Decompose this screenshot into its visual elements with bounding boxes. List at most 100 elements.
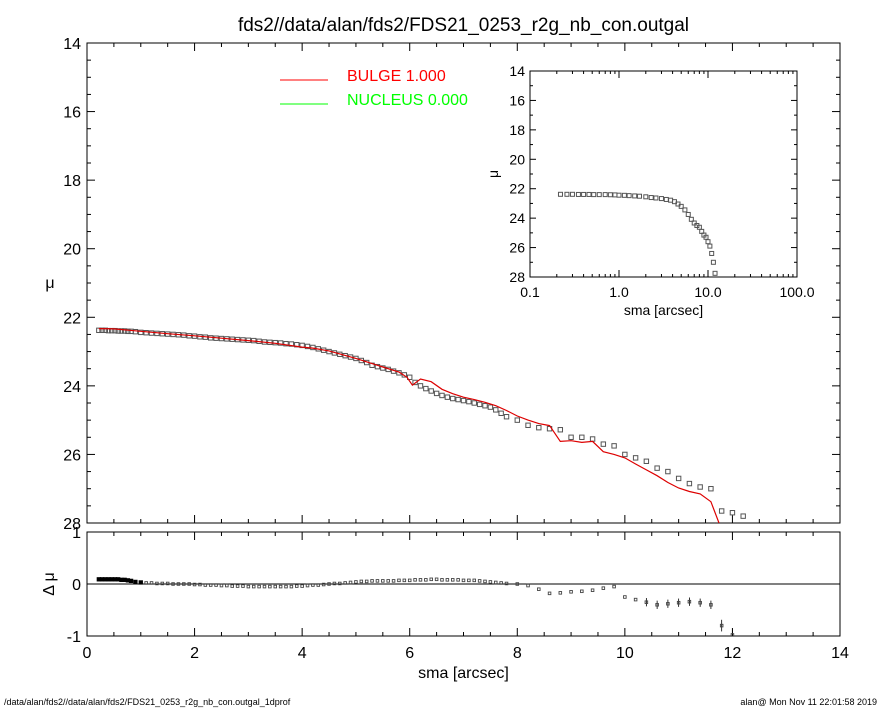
residual-data-point — [370, 579, 374, 583]
residual-data-point — [666, 602, 670, 606]
residual-data-point — [386, 579, 390, 583]
residual-data-point — [424, 578, 428, 582]
profile-data-point — [444, 394, 451, 400]
profile-data-point — [148, 330, 155, 336]
profile-data-point — [476, 401, 483, 408]
residual-data-point — [375, 579, 380, 583]
inset-data-point — [637, 193, 643, 199]
profile-data-point — [466, 398, 472, 405]
residual-data-point — [381, 579, 385, 583]
residual-data-point — [413, 578, 417, 582]
residual-data-point — [687, 599, 692, 604]
legend-label-nucleus: NUCLEUS 0.000 — [347, 92, 468, 109]
residual-data-point — [354, 580, 358, 584]
inset-data-point — [643, 194, 649, 200]
residual-data-point — [343, 581, 347, 585]
profile-data-point — [729, 510, 736, 516]
x-tick-label: 8 — [513, 645, 522, 662]
profile-data-point — [143, 330, 149, 336]
residual-data-point — [192, 582, 197, 587]
residual-data-point — [332, 581, 337, 586]
residual-data-point — [418, 578, 423, 582]
residual-data-point — [526, 583, 530, 588]
inset-data-point — [575, 191, 581, 197]
residual-data-point — [558, 591, 563, 595]
profile-data-point — [118, 328, 125, 334]
inset-y-tick-label: 22 — [509, 181, 525, 197]
residual-data-point — [429, 577, 433, 582]
profile-data-point — [536, 424, 542, 431]
inset-y-tick-label: 18 — [509, 122, 525, 138]
x-tick-label: 0 — [83, 645, 92, 662]
main-y-tick-label: 26 — [63, 447, 81, 464]
profile-data-point — [353, 355, 359, 362]
profile-data-point — [277, 340, 284, 346]
residual-data-point — [149, 581, 154, 585]
inset-data-point — [658, 196, 664, 202]
inset-y-tick-label: 24 — [509, 210, 525, 226]
profile-data-point — [557, 427, 564, 433]
residual-data-point — [246, 584, 251, 589]
x-tick-label: 12 — [724, 645, 742, 662]
inset-data-point — [648, 195, 654, 201]
residual-data-point — [730, 633, 735, 636]
residual-data-point — [488, 580, 493, 584]
profile-data-point — [675, 475, 682, 482]
x-tick-label: 10 — [616, 645, 634, 662]
profile-data-point — [304, 343, 311, 350]
residual-data-point — [262, 584, 267, 589]
residual-data-point — [241, 584, 245, 588]
footer-path: /data/alan/fds2//data/alan/fds2/FDS21_02… — [4, 697, 291, 707]
residual-data-point — [311, 583, 315, 587]
profile-data-point — [708, 486, 714, 492]
main-y-tick-label: 18 — [63, 173, 81, 190]
profile-data-point — [589, 436, 596, 442]
inset-y-tick-label: 16 — [509, 92, 525, 108]
residual-data-point — [219, 583, 224, 588]
inset-data-point — [557, 191, 563, 197]
profile-data-point — [718, 508, 725, 514]
residual-data-point — [569, 590, 573, 594]
residual-data-point — [445, 578, 450, 582]
residual-data-point — [698, 600, 702, 605]
residual-data-point — [483, 579, 487, 584]
residual-data-point — [515, 582, 520, 586]
residual-data-point — [278, 584, 283, 589]
residual-data-point — [300, 584, 304, 588]
inset-data-point — [616, 192, 622, 198]
residual-data-point — [321, 582, 326, 587]
legend-label-bulge: BULGE 1.000 — [347, 68, 446, 85]
inset-plot-frame — [529, 70, 798, 278]
profile-data-point — [374, 363, 381, 370]
residual-data-point — [225, 583, 229, 588]
profile-data-point — [401, 372, 408, 378]
profile-data-point — [433, 390, 440, 397]
main-y-tick-label: 24 — [63, 379, 81, 396]
inset-x-tick-label: 0.1 — [520, 284, 540, 300]
residual-data-point — [504, 581, 509, 586]
profile-data-point — [455, 396, 461, 403]
x-axis-label: sma [arcsec] — [418, 665, 509, 682]
main-y-tick-label: 16 — [63, 105, 81, 122]
inset-x-tick-label: 100.0 — [779, 284, 814, 300]
inset-data-point — [607, 192, 613, 198]
main-y-tick-label: 28 — [63, 516, 81, 533]
residual-data-point — [165, 581, 170, 586]
inset-data-point — [632, 193, 638, 199]
profile-data-point — [568, 434, 574, 440]
profile-data-point — [643, 458, 650, 464]
inset-data-point — [653, 195, 659, 201]
residual-data-point — [499, 581, 503, 585]
inset-data-point — [707, 243, 713, 249]
main-y-tick-label: 22 — [63, 310, 81, 327]
profile-data-point — [503, 414, 510, 420]
residual-data-point — [547, 591, 552, 596]
profile-data-point — [288, 341, 295, 347]
residual-data-point — [612, 584, 616, 589]
x-tick-label: 6 — [405, 645, 414, 662]
profile-data-point — [493, 407, 499, 413]
profile-data-point — [283, 340, 289, 347]
residual-data-point — [472, 578, 477, 583]
residual-data-point — [676, 600, 681, 605]
residual-data-point — [655, 603, 659, 607]
